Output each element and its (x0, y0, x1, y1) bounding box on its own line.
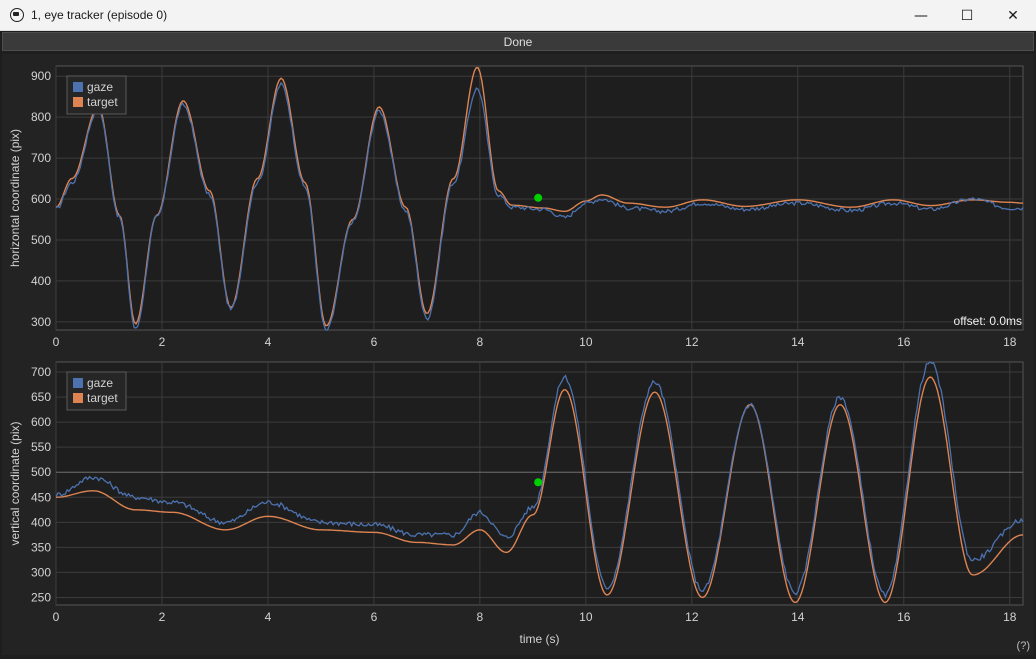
eye-tracker-app-icon (10, 8, 24, 22)
y-tick-label: 250 (31, 590, 51, 604)
x-tick-label: 4 (265, 335, 272, 349)
y-tick-label: 700 (31, 365, 51, 379)
y-tick-label: 350 (31, 540, 51, 554)
legend-label-target: target (87, 391, 118, 405)
y-tick-label: 700 (31, 151, 51, 165)
legend-swatch-target (73, 393, 83, 403)
marker-point (534, 478, 543, 487)
y-tick-label: 650 (31, 390, 51, 404)
x-tick-label: 14 (791, 610, 805, 624)
y-axis-label: vertical coordinate (pix) (8, 421, 22, 545)
y-tick-label: 500 (31, 465, 51, 479)
x-tick-label: 10 (579, 610, 593, 624)
close-button[interactable]: ✕ (1007, 7, 1019, 24)
y-tick-label: 400 (31, 515, 51, 529)
x-tick-label: 12 (685, 335, 699, 349)
y-tick-label: 500 (31, 233, 51, 247)
x-tick-label: 12 (685, 610, 699, 624)
plot-area: 0 2 4 6 8 10 12 14 16 18 300 400 500 600 700 800 900 hori… (2, 54, 1034, 655)
y-tick-label: 900 (31, 69, 51, 83)
legend-swatch-target (73, 97, 83, 107)
chart-panel-2: 0 2 4 6 8 10 12 14 16 18 250 300 350 400 450 500 550 600 6… (8, 361, 1024, 646)
y-tick-label: 800 (31, 110, 51, 124)
x-tick-label: 4 (265, 610, 272, 624)
x-tick-label: 8 (477, 335, 484, 349)
x-tick-label: 6 (371, 335, 378, 349)
x-tick-label: 2 (159, 335, 166, 349)
eye-tracker-plots: 0 2 4 6 8 10 12 14 16 18 300 400 500 600 700 800 900 hori… (8, 65, 1024, 646)
y-tick-label: 600 (31, 192, 51, 206)
x-tick-label: 6 (371, 610, 378, 624)
legend-swatch-gaze (73, 378, 83, 388)
x-axis-label: time (s) (520, 632, 560, 646)
legend-label-gaze: gaze (87, 376, 113, 390)
offset-annotation: offset: 0.0ms (954, 314, 1022, 328)
minimize-button[interactable]: — (914, 7, 928, 24)
y-tick-label: 400 (31, 274, 51, 288)
y-tick-label: 300 (31, 315, 51, 329)
x-tick-label: 16 (897, 610, 911, 624)
x-tick-label: 10 (579, 335, 593, 349)
series-line-target (55, 376, 1024, 604)
y-tick-label: 300 (31, 565, 51, 579)
legend-swatch-gaze (73, 82, 83, 92)
help-button[interactable]: (?) (1016, 640, 1030, 652)
x-tick-label: 16 (897, 335, 911, 349)
legend-box (66, 371, 127, 411)
done-button[interactable]: Done (2, 32, 1034, 51)
y-axis-label: horizontal coordinate (pix) (8, 129, 22, 267)
marker-point (534, 193, 543, 202)
maximize-button[interactable]: ☐ (960, 7, 974, 24)
x-tick-label: 2 (159, 610, 166, 624)
series-line-gaze (55, 361, 1024, 599)
y-tick-label: 550 (31, 440, 51, 454)
x-tick-label: 14 (791, 335, 805, 349)
window-titlebar: 1, eye tracker (episode 0) — ☐ ✕ (0, 0, 1036, 31)
x-tick-label: 8 (477, 610, 484, 624)
chart-panel-1: 0 2 4 6 8 10 12 14 16 18 300 400 500 600 700 800 900 hori… (8, 65, 1024, 349)
window-title: 1, eye tracker (episode 0) (31, 8, 168, 22)
x-tick-label: 0 (53, 335, 60, 349)
x-tick-label: 18 (1003, 335, 1017, 349)
x-tick-label: 18 (1003, 610, 1017, 624)
y-tick-label: 600 (31, 415, 51, 429)
legend-label-target: target (87, 95, 118, 109)
series-line-gaze (55, 81, 1024, 331)
x-tick-label: 0 (53, 610, 60, 624)
legend-label-gaze: gaze (87, 80, 113, 94)
y-tick-label: 450 (31, 490, 51, 504)
